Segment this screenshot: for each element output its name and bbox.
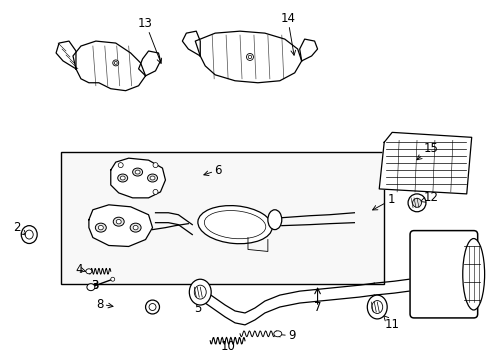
Ellipse shape xyxy=(21,226,37,243)
Ellipse shape xyxy=(147,174,157,182)
Text: 7: 7 xyxy=(313,301,321,314)
Ellipse shape xyxy=(189,279,211,305)
Text: 1: 1 xyxy=(372,193,394,210)
Polygon shape xyxy=(138,51,160,76)
Ellipse shape xyxy=(145,300,159,314)
Ellipse shape xyxy=(412,198,421,207)
Ellipse shape xyxy=(130,223,141,232)
Polygon shape xyxy=(299,39,317,61)
Ellipse shape xyxy=(120,176,125,180)
Ellipse shape xyxy=(407,194,425,212)
Ellipse shape xyxy=(194,285,206,299)
Bar xyxy=(61,152,384,284)
Ellipse shape xyxy=(153,189,158,194)
FancyBboxPatch shape xyxy=(409,231,477,318)
Ellipse shape xyxy=(366,295,386,319)
Polygon shape xyxy=(379,132,471,194)
Ellipse shape xyxy=(95,223,106,232)
Ellipse shape xyxy=(150,176,155,180)
Ellipse shape xyxy=(153,163,158,168)
Ellipse shape xyxy=(113,217,124,226)
Text: 9: 9 xyxy=(275,329,295,342)
Polygon shape xyxy=(182,31,200,56)
Ellipse shape xyxy=(204,211,265,239)
Ellipse shape xyxy=(198,206,272,244)
Ellipse shape xyxy=(113,60,119,66)
Text: 3: 3 xyxy=(91,279,99,292)
Ellipse shape xyxy=(248,55,251,59)
Text: 2: 2 xyxy=(14,221,26,235)
Ellipse shape xyxy=(135,170,140,174)
Ellipse shape xyxy=(116,220,121,224)
Text: 6: 6 xyxy=(203,163,222,176)
Ellipse shape xyxy=(87,284,95,291)
Text: 15: 15 xyxy=(416,142,437,160)
Ellipse shape xyxy=(371,301,382,314)
Text: 14: 14 xyxy=(280,12,295,55)
Ellipse shape xyxy=(267,210,281,230)
Ellipse shape xyxy=(133,225,138,230)
Ellipse shape xyxy=(86,269,92,274)
Ellipse shape xyxy=(114,62,117,64)
Ellipse shape xyxy=(149,303,156,310)
Ellipse shape xyxy=(118,174,127,182)
Text: 5: 5 xyxy=(194,297,202,315)
Text: 13: 13 xyxy=(138,17,161,63)
Ellipse shape xyxy=(111,277,115,281)
Ellipse shape xyxy=(98,225,103,230)
Ellipse shape xyxy=(246,54,253,60)
Text: 8: 8 xyxy=(96,297,113,311)
Polygon shape xyxy=(195,31,301,83)
Text: 4: 4 xyxy=(75,263,85,276)
Ellipse shape xyxy=(273,331,281,337)
Text: 11: 11 xyxy=(383,315,399,331)
Polygon shape xyxy=(89,205,152,247)
Text: 12: 12 xyxy=(420,192,438,204)
Polygon shape xyxy=(111,158,165,198)
Polygon shape xyxy=(56,41,76,69)
Ellipse shape xyxy=(25,230,33,239)
Text: 10: 10 xyxy=(220,340,235,353)
Text: 3: 3 xyxy=(91,279,99,292)
Ellipse shape xyxy=(118,163,123,168)
Ellipse shape xyxy=(462,239,484,310)
Ellipse shape xyxy=(132,168,142,176)
Polygon shape xyxy=(73,41,145,91)
